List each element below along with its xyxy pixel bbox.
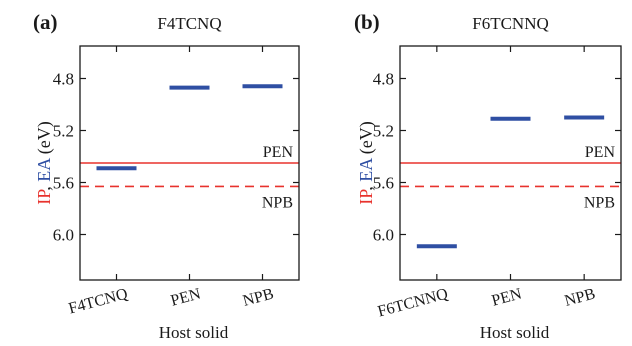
category-label-npb: NPB bbox=[241, 285, 275, 309]
ref-label-npb: NPB bbox=[584, 194, 615, 211]
y-axis-label-sep: , bbox=[34, 182, 54, 191]
y-axis-label-ea: EA bbox=[34, 158, 54, 182]
y-axis-label: IP, EA (eV) bbox=[34, 121, 55, 205]
category-label-npb: NPB bbox=[563, 285, 597, 309]
chart-title: F6TCNNQ bbox=[472, 14, 549, 33]
category-label-f6tcnnq: F6TCNNQ bbox=[376, 285, 450, 320]
y-tick-label: 5.2 bbox=[373, 122, 394, 141]
y-axis-label-sep: , bbox=[356, 182, 376, 191]
y-tick-label: 5.6 bbox=[373, 174, 394, 193]
category-label-pen: PEN bbox=[490, 285, 524, 309]
y-axis-label-unit: (eV) bbox=[356, 121, 377, 158]
y-axis-label: IP, EA (eV) bbox=[356, 121, 377, 205]
panel-label: (b) bbox=[354, 10, 380, 34]
x-axis-label: Host solid bbox=[159, 323, 229, 342]
y-tick-label: 4.8 bbox=[373, 70, 394, 89]
category-label-pen: PEN bbox=[169, 285, 203, 309]
y-tick-label: 6.0 bbox=[373, 226, 394, 245]
y-tick-label: 5.6 bbox=[53, 174, 74, 193]
ref-label-pen: PEN bbox=[585, 144, 616, 161]
ref-label-pen: PEN bbox=[263, 144, 294, 161]
category-label-f4tcnq: F4TCNQ bbox=[67, 285, 130, 317]
y-tick-label: 5.2 bbox=[53, 122, 74, 141]
y-axis-label-ip: IP bbox=[34, 189, 54, 205]
y-axis-label-ea: EA bbox=[356, 158, 376, 182]
chart-title: F4TCNQ bbox=[157, 14, 221, 33]
y-axis-label-ip: IP bbox=[356, 189, 376, 205]
x-axis-label: Host solid bbox=[480, 323, 550, 342]
y-tick-label: 6.0 bbox=[53, 226, 74, 245]
panel-a: PEN NPB 4.8 5.2 5.6 6.0 F4TCNQ PEN NPB F4TCNQ (a) H… bbox=[33, 10, 300, 342]
y-axis-label-unit: (eV) bbox=[34, 121, 55, 158]
y-tick-label: 4.8 bbox=[53, 70, 74, 89]
ref-label-npb: NPB bbox=[262, 194, 293, 211]
panel-b: PEN NPB 4.8 5.2 5.6 6.0 F6TCNNQ PEN NPB F6TCNNQ (b… bbox=[354, 10, 622, 342]
panel-label: (a) bbox=[33, 10, 58, 34]
